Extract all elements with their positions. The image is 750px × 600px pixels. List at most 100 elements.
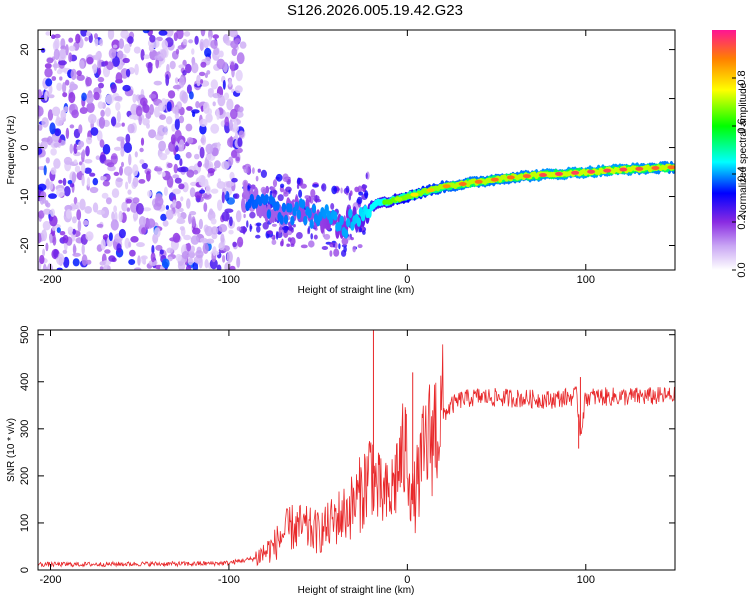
noise-blob xyxy=(341,249,347,257)
noise-blob xyxy=(321,183,327,192)
noise-blob xyxy=(56,114,60,123)
noise-blob xyxy=(97,58,102,71)
noise-blob xyxy=(147,190,152,198)
noise-blob xyxy=(151,244,155,255)
noise-blob xyxy=(236,226,242,231)
noise-blob xyxy=(165,74,170,86)
noise-blob xyxy=(198,218,203,230)
noise-blob xyxy=(149,35,156,43)
noise-blob xyxy=(165,209,174,220)
noise-blob xyxy=(48,94,55,99)
noise-blob xyxy=(38,232,42,244)
ridge-peak xyxy=(394,197,403,201)
noise-blob xyxy=(69,81,76,91)
ridge-segment xyxy=(311,203,317,214)
noise-blob xyxy=(113,171,120,176)
noise-blob xyxy=(300,244,308,249)
noise-blob xyxy=(76,146,82,150)
noise-blob xyxy=(204,259,209,269)
noise-blob xyxy=(212,101,216,107)
noise-blob xyxy=(46,57,54,64)
ridge-segment xyxy=(241,197,246,213)
noise-blob xyxy=(313,234,318,240)
noise-blob xyxy=(60,109,67,121)
noise-blob xyxy=(146,218,156,228)
noise-blob xyxy=(308,195,312,203)
noise-blob xyxy=(122,84,131,92)
noise-blob xyxy=(288,189,291,194)
noise-blob xyxy=(121,122,125,127)
noise-blob xyxy=(182,70,187,76)
noise-blob xyxy=(128,259,136,265)
noise-blob xyxy=(212,92,221,99)
noise-blob xyxy=(81,92,87,102)
noise-blob xyxy=(104,249,111,254)
noise-blob xyxy=(205,184,211,195)
noise-blob xyxy=(120,30,129,39)
noise-blob xyxy=(221,160,230,170)
noise-blob xyxy=(119,166,123,176)
noise-blob xyxy=(41,229,48,242)
noise-blob xyxy=(38,147,43,155)
noise-blob xyxy=(42,266,49,270)
noise-blob xyxy=(125,181,129,190)
snr-marks xyxy=(38,330,675,568)
ridge-segment xyxy=(296,209,302,220)
noise-blob xyxy=(110,83,117,94)
noise-blob xyxy=(181,91,188,104)
noise-blob xyxy=(53,142,60,148)
ridge-segment xyxy=(345,217,351,228)
noise-blob xyxy=(40,141,48,150)
noise-blob xyxy=(105,174,111,181)
noise-blob xyxy=(186,198,191,209)
noise-blob xyxy=(133,267,142,270)
noise-blob xyxy=(283,225,288,234)
ridge-segment xyxy=(303,215,308,226)
noise-blob xyxy=(166,101,172,112)
noise-blob xyxy=(158,30,168,36)
snr-y-tick-label: 500 xyxy=(19,326,31,344)
noise-blob xyxy=(338,243,341,250)
noise-blob xyxy=(250,184,256,190)
noise-blob xyxy=(161,258,170,269)
noise-blob xyxy=(62,82,67,94)
ridge-segment xyxy=(266,209,272,219)
noise-blob xyxy=(157,125,166,137)
noise-blob xyxy=(180,196,184,202)
noise-blob xyxy=(56,69,63,75)
noise-blob xyxy=(81,174,85,187)
noise-blob xyxy=(97,101,104,109)
noise-blob xyxy=(45,202,51,208)
spectrogram-y-tick-label: -10 xyxy=(19,189,31,205)
noise-blob xyxy=(272,179,278,188)
noise-blob xyxy=(49,233,53,244)
noise-blob xyxy=(107,30,115,40)
noise-blob xyxy=(214,160,221,169)
noise-blob xyxy=(236,52,245,65)
noise-blob xyxy=(68,45,76,52)
noise-blob xyxy=(210,123,220,134)
spectrogram-y-tick-label: -20 xyxy=(19,238,31,254)
noise-blob xyxy=(229,216,233,227)
noise-blob xyxy=(84,167,92,174)
noise-blob xyxy=(146,170,151,182)
noise-blob xyxy=(202,242,209,254)
noise-blob xyxy=(174,112,180,120)
noise-blob xyxy=(132,93,137,103)
ridge-peak xyxy=(571,170,580,175)
noise-blob xyxy=(282,173,289,182)
noise-blob xyxy=(260,186,267,194)
noise-blob xyxy=(345,185,350,194)
noise-blob xyxy=(102,180,110,187)
noise-blob xyxy=(175,48,180,55)
snr-panel: -200 -100 0 100 0 100 200 300 400 500 Height of s… xyxy=(6,326,676,596)
noise-blob xyxy=(102,144,111,155)
noise-blob xyxy=(186,137,194,144)
noise-blob xyxy=(121,161,124,168)
noise-blob xyxy=(333,248,340,257)
noise-blob xyxy=(62,249,68,254)
noise-blob xyxy=(69,183,75,188)
noise-blob xyxy=(159,114,167,120)
noise-blob xyxy=(226,251,233,263)
noise-blob xyxy=(142,118,150,126)
